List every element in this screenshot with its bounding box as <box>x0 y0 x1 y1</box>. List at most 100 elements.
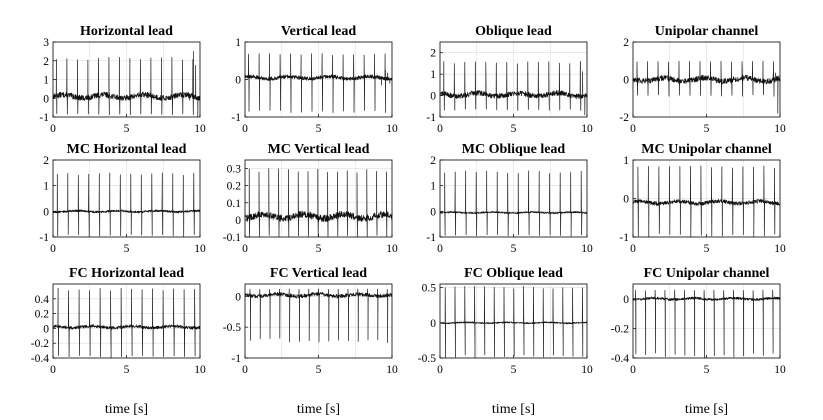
y-tick-label: 1 <box>623 155 629 167</box>
signal-line <box>439 285 588 359</box>
x-tick-label: 0 <box>630 123 636 135</box>
y-tick-label: -0.5 <box>223 322 241 334</box>
y-tick-label: 1 <box>43 75 49 87</box>
x-tick-label: 10 <box>774 364 786 376</box>
signal-line <box>439 60 588 116</box>
y-tick-label: -1 <box>39 112 49 124</box>
y-tick-label: -0.4 <box>31 353 49 365</box>
x-tick-label: 0 <box>242 364 248 376</box>
x-axis-label: time [s] <box>685 402 728 417</box>
y-tick-label: 2 <box>623 37 629 49</box>
x-tick-label: 10 <box>581 243 593 255</box>
x-tick-label: 0 <box>437 243 443 255</box>
grid <box>440 160 587 237</box>
y-tick-label: -1 <box>231 112 241 124</box>
panel-title: Horizontal lead <box>80 24 173 39</box>
x-tick-label: 0 <box>50 123 56 135</box>
y-tick-label: 0 <box>623 294 629 306</box>
y-tick-label: 0.2 <box>227 181 242 193</box>
x-axis-label: time [s] <box>297 402 340 417</box>
signal-line <box>632 60 781 114</box>
y-tick-label: -1 <box>426 232 436 244</box>
y-tick-label: 0.4 <box>35 294 50 306</box>
x-tick-label: 10 <box>194 123 206 135</box>
panel-12: 0 5 10 -0.4 -0.2 0 FC Unipolar channel time [s] <box>611 266 786 417</box>
x-tick-label: 10 <box>386 243 398 255</box>
panel-title: MC Unipolar channel <box>641 142 772 157</box>
panel-title: FC Vertical lead <box>270 266 367 281</box>
y-tick-label: -0.2 <box>31 338 49 350</box>
y-tick-label: 0.5 <box>422 283 437 295</box>
y-tick-label: 2 <box>430 48 436 60</box>
y-tick-label: 0 <box>430 206 436 218</box>
signal-line <box>244 53 393 113</box>
grid <box>53 284 200 358</box>
x-tick-label: 10 <box>386 123 398 135</box>
y-tick-label: 0 <box>235 215 241 227</box>
y-tick-label: 2 <box>43 155 49 167</box>
x-tick-label: 5 <box>704 364 710 376</box>
x-tick-label: 5 <box>511 243 517 255</box>
y-tick-label: 0 <box>43 206 49 218</box>
y-tick-label: 1 <box>430 181 436 193</box>
x-tick-label: 0 <box>50 364 56 376</box>
x-tick-label: 10 <box>581 123 593 135</box>
y-tick-label: 3 <box>43 37 49 49</box>
signal-line <box>632 165 781 238</box>
y-tick-label: 0 <box>235 291 241 303</box>
grid <box>53 42 200 117</box>
x-tick-label: 10 <box>194 364 206 376</box>
y-tick-label: -1 <box>231 353 241 365</box>
y-tick-label: 0.1 <box>227 198 242 210</box>
y-tick-label: -0.1 <box>223 232 241 244</box>
signal-line <box>244 288 393 343</box>
x-tick-label: 0 <box>50 243 56 255</box>
y-tick-label: -0.2 <box>611 323 629 335</box>
x-tick-label: 5 <box>316 364 322 376</box>
x-tick-label: 5 <box>704 243 710 255</box>
y-tick-label: 1 <box>430 69 436 81</box>
y-tick-label: 0 <box>623 194 629 206</box>
x-tick-label: 0 <box>437 123 443 135</box>
x-tick-label: 5 <box>124 243 130 255</box>
panel-title: Unipolar channel <box>655 24 759 39</box>
y-tick-label: 0.2 <box>35 309 50 321</box>
y-tick-label: 0 <box>43 323 49 335</box>
y-tick-label: 0 <box>430 318 436 330</box>
grid <box>53 160 200 237</box>
panel-title: FC Oblique lead <box>464 266 563 281</box>
panel-title: Oblique lead <box>475 24 552 39</box>
panel-title: MC Vertical lead <box>268 142 370 157</box>
panel-6: 0 5 10-0.100.10.20.3MC Vertical lead <box>223 142 398 255</box>
panel-9: 0 5 10 -0.4 -0.2 0 0.2 0.4 FC Horizontal lead tim… <box>31 266 206 417</box>
y-tick-label: -1 <box>39 232 49 244</box>
x-tick-label: 10 <box>386 364 398 376</box>
y-tick-label: 1 <box>235 37 241 49</box>
signal-line <box>244 168 393 238</box>
signal-line <box>632 289 781 359</box>
signal-line <box>52 172 201 238</box>
x-tick-label: 0 <box>242 123 248 135</box>
x-tick-label: 5 <box>316 243 322 255</box>
grid <box>633 160 780 237</box>
y-tick-label: -0.4 <box>611 353 629 365</box>
x-tick-label: 5 <box>124 364 130 376</box>
x-tick-label: 5 <box>316 123 322 135</box>
x-tick-label: 5 <box>511 123 517 135</box>
y-tick-label: 2 <box>43 56 49 68</box>
x-axis-label: time [s] <box>105 402 148 417</box>
y-tick-label: 0 <box>623 75 629 87</box>
x-tick-label: 5 <box>124 123 130 135</box>
y-tick-label: 2 <box>430 155 436 167</box>
x-tick-label: 0 <box>630 364 636 376</box>
panel-title: MC Oblique lead <box>462 142 566 157</box>
x-tick-label: 10 <box>774 123 786 135</box>
x-tick-label: 0 <box>437 364 443 376</box>
y-tick-label: -0.5 <box>418 353 436 365</box>
